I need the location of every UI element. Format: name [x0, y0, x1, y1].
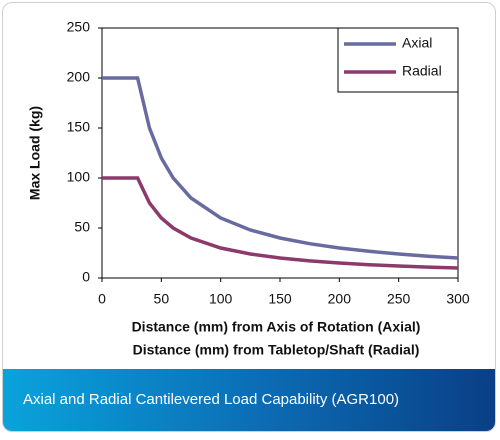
y-tick-label: 200 — [67, 69, 91, 85]
plot-frame — [101, 27, 459, 279]
legend-box — [337, 27, 459, 93]
x-tick-label: 0 — [98, 291, 106, 307]
x-tick-label: 50 — [154, 291, 170, 307]
y-tick-label: 100 — [67, 169, 91, 185]
series-line — [102, 176, 459, 270]
footer: Axial and Radial Cantilevered Load Capab… — [3, 369, 495, 431]
frame: Axial and Radial Cantilevered Load Capab… — [2, 2, 496, 432]
y-tick-label: 50 — [74, 219, 90, 235]
x-tick-label: 150 — [268, 291, 292, 307]
y-tick-label: 250 — [67, 19, 91, 35]
legend-label: Radial — [402, 63, 442, 79]
x-tick-label: 200 — [328, 291, 352, 307]
legend-label: Axial — [402, 35, 432, 51]
x-tick-label: 300 — [446, 291, 470, 307]
y-tick-label: 150 — [67, 119, 91, 135]
x-axis-label: Distance (mm) from Axis of Rotation (Axi… — [132, 319, 421, 335]
x-tick-label: 250 — [387, 291, 411, 307]
x-axis-label: Distance (mm) from Tabletop/Shaft (Radia… — [133, 342, 420, 358]
chart: 0 50 100 150 200 250 0 50 100 150 200 250 300 Max Loa… — [27, 19, 470, 358]
series-line — [102, 76, 459, 260]
y-axis-label: Max Load (kg) — [27, 106, 43, 200]
x-tick-label: 100 — [209, 291, 233, 307]
y-tick-label: 0 — [82, 269, 90, 285]
